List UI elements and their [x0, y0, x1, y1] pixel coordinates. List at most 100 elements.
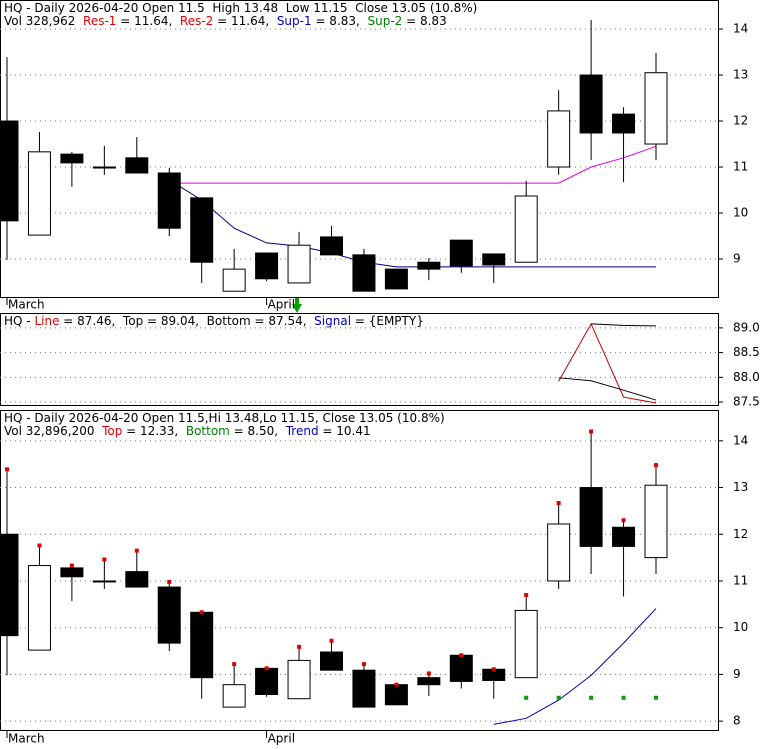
candle-body [449, 239, 473, 267]
header-segment: Res-2 [180, 14, 213, 28]
top-dot [199, 610, 204, 615]
indicator-line [169, 145, 657, 184]
header-segment: = 8.83, [312, 14, 368, 28]
header-segment: Top [101, 424, 122, 438]
indicator-line [493, 608, 657, 725]
candle-body [449, 654, 473, 682]
top-dot [329, 638, 334, 643]
header-segment: = 8.50, [230, 424, 286, 438]
header-segment: Vol 32,896,200 [4, 424, 102, 438]
top-dot [134, 548, 139, 553]
header-segment: = 11.64, [213, 14, 276, 28]
indicator-line [168, 179, 656, 268]
candle-body [0, 533, 19, 637]
header-segment: = 10.41 [319, 424, 371, 438]
y-tick-label: 13 [733, 68, 748, 82]
header-segment: HQ - Daily 2026-04-20 Open 11.5,Hi 13.48… [4, 411, 445, 425]
candle-body [222, 268, 246, 292]
signal-arrow [292, 297, 302, 313]
top-dot [37, 543, 42, 548]
header-segment: = 11.64, [116, 14, 179, 28]
x-tick-label: March [8, 732, 45, 746]
y-tick-label: 9 [733, 252, 741, 266]
bottom-dot [621, 695, 626, 700]
top-dot [556, 500, 561, 505]
candle-body [287, 659, 311, 700]
header-segment: = 12.33, [122, 424, 185, 438]
candle-body [255, 667, 279, 695]
candle-body [352, 254, 376, 292]
y-tick-label: 88.0 [733, 370, 760, 384]
y-tick-label: 11 [733, 160, 748, 174]
candle-body [644, 72, 668, 145]
candle-body [255, 252, 279, 280]
top-dot [459, 653, 464, 658]
candle-body [157, 586, 181, 644]
candle-body [417, 677, 441, 686]
header-segment: Signal [314, 314, 351, 328]
y-tick-label: 9 [733, 667, 741, 681]
panel-header: HQ - Daily 2026-04-20 Open 11.5 High 13.… [4, 1, 477, 15]
header-segment: Res-1 [83, 14, 116, 28]
x-tick-label: March [8, 298, 45, 312]
indicator-line [558, 322, 657, 404]
top-dot [264, 666, 269, 671]
top-dot [426, 671, 431, 676]
y-tick-label: 8 [733, 714, 741, 728]
top-dot [297, 644, 302, 649]
indicator-line [591, 323, 657, 327]
candle-body [92, 580, 116, 583]
top-dot [167, 579, 172, 584]
y-tick-label: 13 [733, 480, 748, 494]
top-dot [361, 662, 366, 667]
candle-body [157, 172, 181, 229]
header-segment: Vol 328,962 [4, 14, 83, 28]
top-dot [5, 467, 9, 472]
candle-body [417, 261, 441, 270]
candle-body [190, 197, 214, 263]
top-dot [621, 518, 626, 523]
x-tick-label: April [268, 732, 295, 746]
y-tick-label: 89.0 [733, 320, 760, 334]
header-segment: Sup-1 [277, 14, 312, 28]
candle-body [222, 684, 246, 708]
candle-body [579, 487, 603, 547]
candle-body [644, 484, 668, 559]
panel-frame [0, 313, 719, 406]
top-dot [491, 667, 496, 672]
candle-body [0, 120, 19, 222]
top-dot [589, 429, 594, 434]
header-segment: HQ - [4, 314, 34, 328]
header-segment: = 87.46, Top = 89.04, Bottom = 87.54, [59, 314, 314, 328]
bottom-dot [589, 695, 594, 700]
y-tick-label: 88.5 [733, 345, 760, 359]
panel-header: Vol 32,896,200 Top = 12.33, Bottom = 8.5… [4, 424, 371, 438]
candle-body [547, 110, 571, 168]
panel-header: HQ - Daily 2026-04-20 Open 11.5,Hi 13.48… [4, 411, 445, 425]
y-tick-label: 10 [733, 620, 748, 634]
panel-header: Vol 328,962 Res-1 = 11.64, Res-2 = 11.64… [4, 14, 447, 28]
y-tick-label: 14 [733, 22, 748, 36]
bottom-dot [654, 695, 658, 700]
top-dot [102, 557, 107, 562]
y-tick-label: 11 [733, 573, 748, 587]
bottom-dot [524, 695, 529, 700]
header-segment: Line [34, 314, 59, 328]
indicator-line [558, 377, 657, 401]
candle-body [320, 236, 343, 256]
candle-body [27, 565, 51, 651]
candle-body [125, 157, 149, 174]
candle-body [27, 151, 51, 236]
candle-body [514, 195, 538, 263]
candle-body [190, 611, 214, 679]
candle-body [384, 684, 408, 706]
bottom-dot [556, 695, 561, 700]
x-tick-label: April [268, 298, 295, 312]
candle-body [287, 244, 311, 284]
y-tick-label: 12 [733, 114, 748, 128]
header-segment: Sup-2 [367, 14, 402, 28]
candle-body [612, 113, 636, 134]
top-dot [394, 682, 399, 687]
top-dot [232, 662, 237, 667]
candle-body [60, 567, 84, 578]
